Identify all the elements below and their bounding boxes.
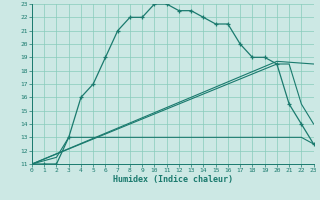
X-axis label: Humidex (Indice chaleur): Humidex (Indice chaleur) <box>113 175 233 184</box>
